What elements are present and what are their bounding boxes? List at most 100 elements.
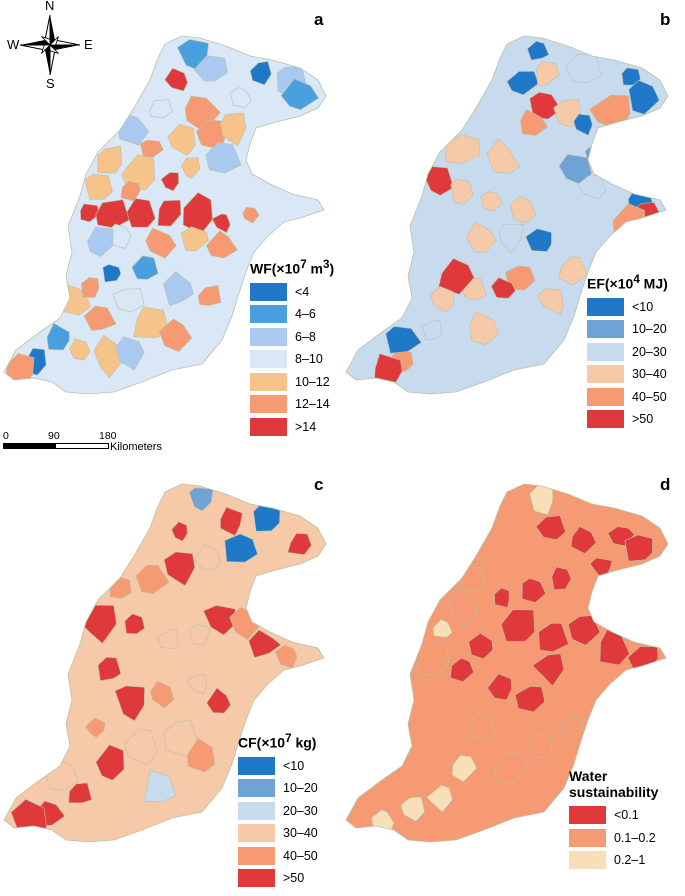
county-region	[469, 311, 499, 346]
county-region	[510, 195, 536, 224]
north-arrow: N S E W	[2, 0, 93, 92]
county-region	[505, 265, 536, 291]
legend-item: 12–14	[250, 393, 334, 416]
ef-legend: EF(×104 MJ) <10 10–20 20–30 30–40 40–50 >50	[587, 273, 668, 431]
legend-item: 10–12	[250, 371, 334, 394]
county-region	[164, 67, 188, 92]
scale-tick-90: 90	[48, 430, 60, 442]
county-region	[120, 180, 141, 202]
county-region	[203, 605, 237, 636]
county-region	[487, 673, 512, 701]
legend-label: 10–12	[295, 374, 330, 389]
county-region	[205, 142, 242, 174]
cf-legend: CF(×107 kg) <10 10–20 20–30 30–40 40–50 >50	[238, 732, 318, 890]
legend-item: 30–40	[587, 363, 668, 386]
county-region	[224, 533, 258, 563]
county-region	[500, 609, 536, 642]
county-region	[205, 230, 238, 259]
county-region	[124, 728, 159, 766]
legend-label: 10–20	[632, 322, 667, 337]
county-region	[167, 123, 196, 156]
county-region	[163, 719, 200, 757]
county-region	[68, 782, 93, 804]
county-region	[506, 70, 539, 96]
legend-item: >50	[587, 408, 668, 431]
legend-label: >50	[283, 871, 305, 886]
county-region	[157, 629, 179, 649]
cf-legend-title: CF(×107 kg)	[238, 732, 317, 751]
county-region	[486, 138, 521, 174]
legend-item: 0.1–0.2	[569, 827, 685, 850]
legend-label: 30–40	[632, 367, 667, 382]
county-region	[135, 564, 170, 595]
legend-swatch	[587, 320, 624, 339]
county-region	[149, 680, 175, 709]
county-region	[84, 173, 113, 200]
county-region	[157, 199, 182, 227]
county-region	[494, 751, 529, 785]
county-region	[180, 157, 201, 179]
region-boundary	[3, 35, 327, 395]
legend-swatch	[587, 365, 624, 384]
wf-legend-title: WF(×107 m3)	[250, 258, 335, 277]
county-region	[242, 206, 260, 224]
legend-item: >50	[238, 867, 318, 890]
water-sustainability-legend-title: Water sustainability	[569, 768, 659, 800]
county-region	[490, 277, 516, 299]
county-region	[220, 506, 243, 537]
county-region	[180, 226, 209, 252]
county-region	[109, 576, 132, 599]
panel-label-a: a	[314, 10, 324, 29]
map-panel-cf	[0, 448, 342, 896]
county-region	[144, 770, 177, 803]
county-region	[280, 78, 320, 111]
wf-map	[3, 35, 327, 395]
legend-swatch	[587, 297, 624, 316]
county-region	[536, 60, 560, 87]
county-region	[468, 632, 494, 660]
legend-swatch	[250, 327, 287, 346]
region-boundary	[345, 35, 669, 395]
legend-label: 40–50	[632, 389, 667, 404]
county-region	[537, 288, 564, 316]
county-region	[81, 277, 100, 298]
county-region	[573, 113, 593, 136]
county-region	[562, 715, 583, 738]
county-region	[447, 586, 478, 629]
county-region	[229, 87, 252, 108]
county-region	[197, 284, 222, 306]
legend-item: 6–8	[250, 326, 334, 349]
legend-swatch	[238, 869, 275, 888]
legend-swatch	[238, 779, 275, 798]
legend-swatch	[238, 846, 275, 865]
county-region	[494, 587, 510, 608]
county-region	[514, 685, 546, 713]
water-sustainability-legend: Water sustainability <0.1 0.1–0.2 0.2–1	[569, 768, 685, 872]
legend-swatch	[250, 417, 287, 436]
county-region	[558, 256, 588, 286]
county-region	[429, 286, 455, 313]
legend-label: 0.2–1	[614, 853, 646, 868]
legend-item: <0.1	[569, 804, 685, 827]
legend-label: 0.1–0.2	[614, 830, 656, 845]
legend-label: >50	[632, 412, 654, 427]
county-region	[186, 674, 208, 695]
county-region	[438, 258, 475, 295]
legend-swatch	[238, 824, 275, 843]
region-boundary	[345, 483, 669, 843]
map-panel-ef	[342, 0, 685, 448]
county-region	[162, 271, 194, 307]
legend-label: 20–30	[283, 803, 318, 818]
county-region	[133, 306, 170, 339]
county-region	[187, 738, 216, 773]
county-region	[535, 515, 566, 541]
legend-label: 10–20	[283, 781, 318, 796]
county-region	[114, 685, 145, 722]
county-region	[532, 653, 565, 687]
county-region	[171, 521, 188, 542]
compass-north: N	[45, 0, 55, 13]
county-region	[551, 566, 572, 591]
county-region	[450, 178, 474, 205]
legend-swatch	[250, 305, 287, 324]
county-region	[80, 203, 100, 223]
